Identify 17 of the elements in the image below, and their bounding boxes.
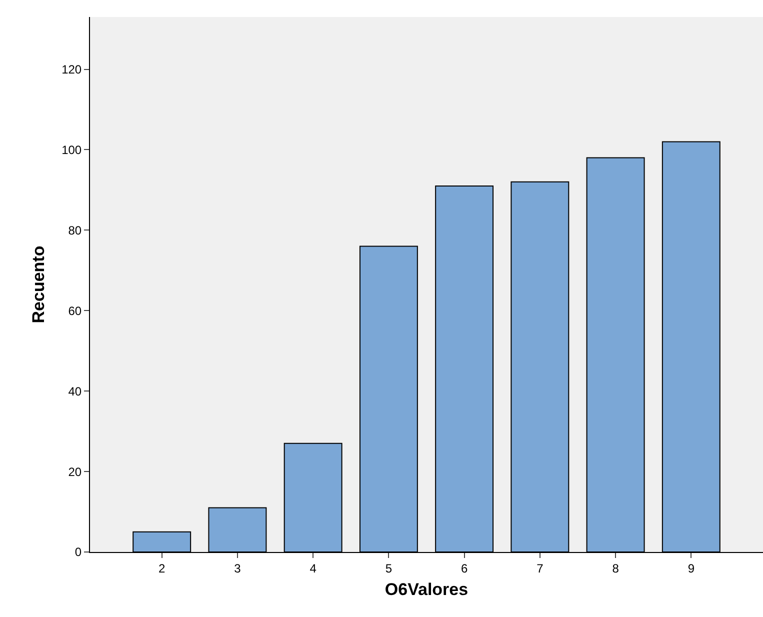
y-tick-label: 120 (62, 62, 82, 76)
y-tick-label: 100 (62, 142, 82, 157)
x-tick-label: 8 (612, 561, 620, 576)
y-tick-label: 60 (68, 304, 82, 318)
y-tick-label: 80 (68, 223, 82, 238)
x-tick-label: 5 (385, 561, 392, 576)
y-tick-label: 0 (74, 545, 82, 560)
y-tick-label: 20 (68, 464, 82, 479)
x-tick-label: 2 (158, 561, 166, 576)
x-axis-title: O6Valores (384, 580, 468, 599)
x-tick-label: 7 (536, 561, 544, 576)
x-tick-label: 4 (310, 561, 317, 576)
y-tick-label: 40 (68, 384, 82, 398)
y-axis-title: Recuento (29, 246, 48, 324)
x-tick-label: 9 (688, 561, 695, 576)
x-tick-label: 6 (460, 561, 468, 576)
x-tick-label: 3 (234, 561, 242, 576)
